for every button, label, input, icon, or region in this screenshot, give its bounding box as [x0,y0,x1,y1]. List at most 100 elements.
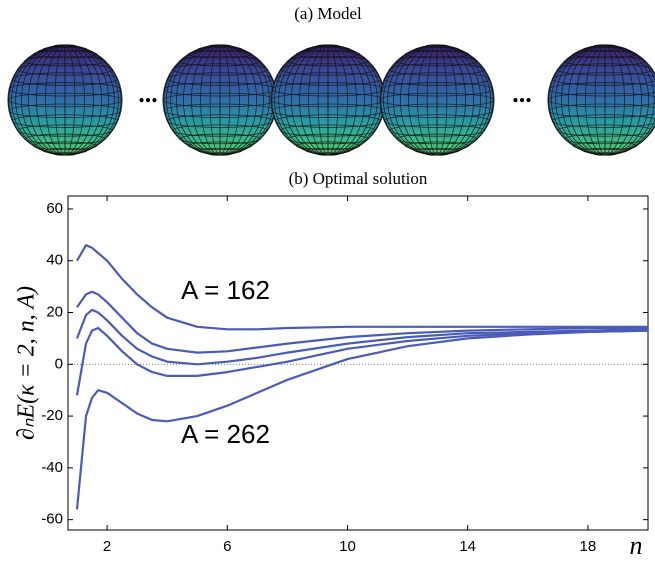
parallel [7,92,123,108]
parallel [187,50,253,59]
series-line [75,308,649,366]
parallel [383,72,491,86]
parallel [287,55,369,67]
parallel [425,152,449,156]
parallel [32,141,98,150]
series-line [76,244,648,331]
parallel [172,63,268,76]
parallel [17,63,113,76]
parallel [8,82,122,97]
parallel [208,152,232,156]
parallel [593,44,617,48]
x-tick-label: 10 [339,538,356,555]
parallel [593,152,617,156]
series-line [76,290,648,354]
parallel [564,133,646,145]
parallel [197,147,243,154]
parallel [379,92,495,108]
sphere-row [7,44,655,156]
parallel [166,72,274,86]
y-tick-label: -60 [41,511,63,528]
parallel [389,124,485,137]
series-line [75,326,649,396]
parallel [274,114,382,128]
parallel [380,82,494,97]
parallel [305,147,351,154]
panel-title: (a) Model [294,4,362,23]
parallel [287,133,369,145]
parallel [414,147,460,154]
sphere [7,44,123,156]
parallel [548,103,655,118]
parallel [547,92,655,108]
parallel [280,63,376,76]
parallel [425,44,449,48]
sphere [162,44,278,156]
parallel [42,147,88,154]
y-tick-label: -40 [41,459,63,476]
parallel [17,124,113,137]
parallel [305,46,351,53]
parallel [316,44,340,48]
parallel [404,50,470,59]
parallel [208,44,232,48]
x-tick-label: 14 [459,538,476,555]
y-axis-label: ∂ₙE(κ = 2, n, A) [14,286,40,440]
parallel [396,55,478,67]
y-tick-label: 20 [46,303,63,320]
sphere-body [547,44,655,156]
parallel [179,133,261,145]
parallel [295,50,361,59]
y-tick-label: 40 [46,252,63,269]
parallel [396,133,478,145]
ellipsis: ... [138,79,158,108]
parallel [53,152,77,156]
y-tick-label: 60 [46,200,63,217]
parallel [389,63,485,76]
parallel [551,72,655,86]
chart-title: (b) Optimal solution [289,169,428,188]
parallel [53,44,77,48]
parallel [572,50,638,59]
parallel [172,124,268,137]
parallel [166,114,274,128]
parallel [557,124,653,137]
parallel [8,103,122,118]
parallel [179,55,261,67]
parallel [551,114,655,128]
parallel [42,46,88,53]
x-axis-label: n [630,531,643,560]
parallel [564,55,646,67]
x-tick-label: 2 [103,538,111,555]
sphere [547,44,655,156]
parallel [404,141,470,150]
parallel [380,103,494,118]
series-line [75,329,649,510]
parallel [197,46,243,53]
annotation: A = 162 [181,275,270,305]
parallel [11,72,119,86]
parallel [316,152,340,156]
parallel [582,46,628,53]
parallel [11,114,119,128]
parallel [295,141,361,150]
sphere [379,44,495,156]
parallel [274,72,382,86]
x-tick-label: 18 [580,538,597,555]
plot-frame [67,195,649,531]
annotation: A = 262 [181,419,270,449]
parallel [548,82,655,97]
x-tick-label: 6 [223,538,231,555]
parallel [24,133,106,145]
parallel [572,141,638,150]
parallel [187,141,253,150]
ellipsis: ... [512,79,532,108]
y-tick-label: 0 [55,355,63,372]
parallel [383,114,491,128]
sphere [270,44,386,156]
parallel [582,147,628,154]
parallel [24,55,106,67]
parallel [414,46,460,53]
parallel [280,124,376,137]
